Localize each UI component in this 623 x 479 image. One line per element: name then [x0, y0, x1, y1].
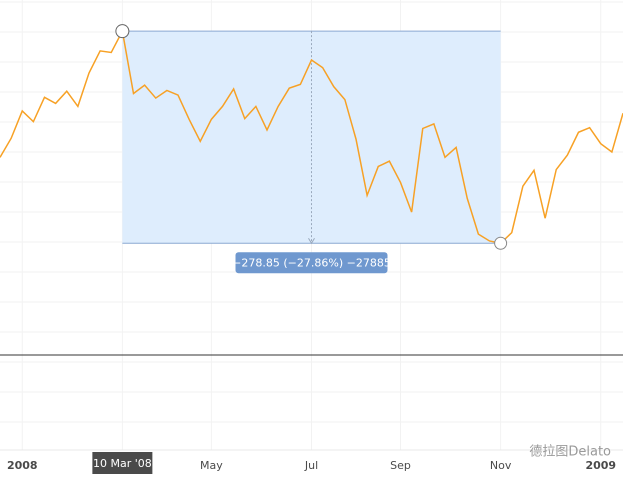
measure-handle	[115, 24, 130, 39]
watermark: 德拉图Delato	[529, 445, 611, 460]
crosshair-label-bg	[92, 452, 153, 474]
measure-label-bg	[235, 252, 388, 274]
x-tick-label: 2008	[7, 459, 38, 472]
measure-label: −278.85 (−27.86%) −27885	[232, 256, 391, 269]
line	[0, 28, 623, 245]
measure-arrowhead	[308, 237, 315, 245]
x-tick-label: May	[200, 459, 223, 472]
x-tick-label: 10 Mar '08	[93, 457, 152, 470]
measure-handle	[494, 236, 508, 250]
x-tick-label: 2009	[585, 459, 616, 472]
x-tick-label: Jul	[304, 459, 318, 472]
x-tick-label: Sep	[390, 459, 411, 472]
x-tick-label: Nov	[490, 459, 512, 472]
